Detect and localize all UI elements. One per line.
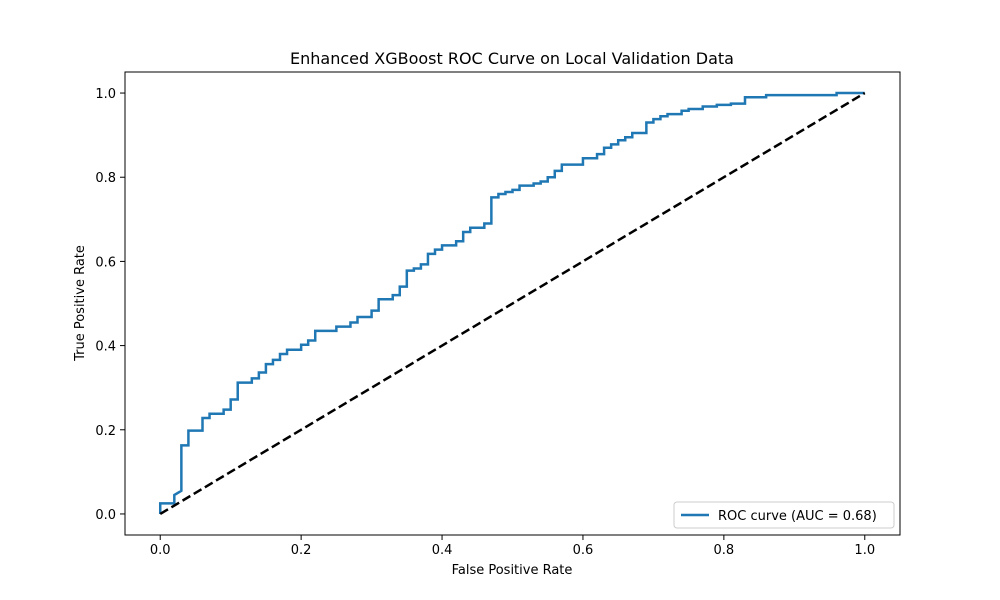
- x-tick-label: 0.8: [714, 543, 735, 558]
- y-tick-label: 0.4: [95, 340, 116, 355]
- x-axis-label: False Positive Rate: [452, 563, 573, 578]
- legend-roc-label: ROC curve (AUC = 0.68): [718, 509, 877, 524]
- chance-diagonal-line: [159, 91, 866, 516]
- x-axis-ticks: 0.0 0.2 0.4 0.6 0.8 1.0: [150, 535, 875, 558]
- y-axis-ticks: 0.0 0.2 0.4 0.6 0.8 1.0: [95, 87, 125, 523]
- y-tick-label: 0.8: [95, 171, 116, 186]
- legend-box: [673, 501, 895, 529]
- y-tick-label: 0.2: [95, 424, 116, 439]
- legend: ROC curve (AUC = 0.68): [673, 501, 895, 529]
- x-tick-label: 0.2: [291, 543, 312, 558]
- chart-title: Enhanced XGBoost ROC Curve on Local Vali…: [290, 49, 734, 68]
- x-tick-label: 1.0: [854, 543, 875, 558]
- x-tick-label: 0.0: [150, 543, 171, 558]
- roc-curve-line: [158, 91, 865, 514]
- axes-frame: [124, 71, 901, 536]
- y-tick-label: 1.0: [95, 87, 116, 102]
- y-tick-label: 0.0: [95, 508, 116, 523]
- y-axis-label: True Positive Rate: [73, 245, 88, 362]
- x-tick-label: 0.6: [573, 543, 594, 558]
- y-tick-label: 0.6: [95, 255, 116, 270]
- plot-area: [124, 71, 901, 536]
- x-tick-label: 0.4: [432, 543, 453, 558]
